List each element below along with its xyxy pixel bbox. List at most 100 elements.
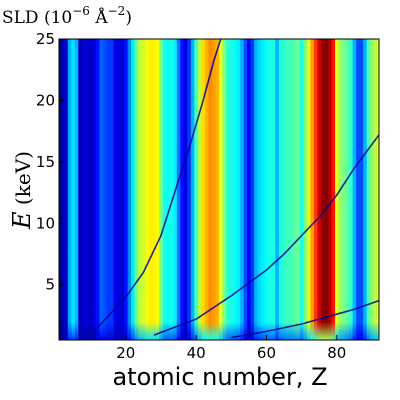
heatmap-column-z35 xyxy=(176,39,181,340)
heatmap-column-z40 xyxy=(194,39,199,340)
heatmap-column-z26 xyxy=(145,39,150,340)
edge-curve-k-edge xyxy=(90,39,222,336)
heatmap-column-z3 xyxy=(64,39,69,340)
heatmap-area xyxy=(59,39,379,340)
heatmap-column-z67 xyxy=(289,39,294,340)
x-axis: 20 40 60 80 xyxy=(116,335,346,362)
heatmap-column-z14 xyxy=(102,39,108,340)
heatmap-column-z88 xyxy=(363,39,368,340)
heatmap-column-z16 xyxy=(109,39,115,340)
heatmap-column-z6 xyxy=(74,39,79,340)
heatmap-column-z8 xyxy=(81,39,86,340)
heatmap-column-z49 xyxy=(226,39,231,340)
heatmap-column-z58 xyxy=(257,39,262,340)
heatmap-column-z83 xyxy=(345,39,350,340)
title-unit: Å xyxy=(89,8,108,28)
heatmap-column-z69 xyxy=(296,39,301,340)
heatmap-column-z36 xyxy=(180,39,185,340)
heatmap-column-z90 xyxy=(370,39,375,340)
y-tick-label: 5 xyxy=(45,276,55,294)
heatmap-column-z54 xyxy=(243,39,248,340)
x-tick-label: 20 xyxy=(116,344,135,362)
heatmap-column-z5 xyxy=(71,39,76,340)
heatmap-column-z55 xyxy=(247,39,252,340)
heatmap-column-z50 xyxy=(229,39,234,340)
heatmap-column-z71 xyxy=(303,39,308,340)
heatmap-column-z27 xyxy=(148,39,153,340)
heatmap-column-z62 xyxy=(271,39,276,340)
heatmap-column-z86 xyxy=(356,39,361,340)
x-tick-label: 60 xyxy=(257,344,276,362)
heatmap-column-z10 xyxy=(88,39,94,340)
heatmap-column-z57 xyxy=(254,39,259,340)
heatmap-column-z52 xyxy=(236,39,241,340)
heatmap-column-z61 xyxy=(268,39,273,340)
heatmap-column-z77 xyxy=(324,39,329,340)
edge-curve-l3-edge xyxy=(153,134,379,336)
y-axis: 5 10 15 20 25 xyxy=(36,30,64,294)
heatmap-column-z38 xyxy=(187,39,192,340)
heatmap-column-z28 xyxy=(152,39,157,340)
heatmap-column-z73 xyxy=(310,39,315,340)
edge-curve-m-edge xyxy=(231,299,379,339)
heatmap-column-z31 xyxy=(162,39,167,340)
heatmap-column-z72 xyxy=(306,39,312,340)
heatmap-column-z42 xyxy=(201,39,206,340)
heatmap-column-z2 xyxy=(60,39,65,340)
heatmap-column-z75 xyxy=(317,39,322,340)
heatmap-column-z43 xyxy=(204,39,210,340)
heatmap-column-z63 xyxy=(275,39,280,340)
heatmap-column-z82 xyxy=(342,39,347,340)
y-tick-label: 25 xyxy=(36,30,55,48)
heatmap-column-z66 xyxy=(285,39,290,340)
y-axis-unit: (keV) xyxy=(11,151,35,211)
title-unit-exponent: −2 xyxy=(107,4,126,18)
heatmap-column-z30 xyxy=(159,39,164,340)
x-axis-title: atomic number, Z xyxy=(112,363,327,391)
title-prefix: SLD (10 xyxy=(2,8,73,28)
heatmap-column-z80 xyxy=(335,39,340,340)
heatmap-column-z18 xyxy=(117,39,122,340)
heatmap-column-z29 xyxy=(155,39,160,340)
heatmap-column-z68 xyxy=(292,39,297,340)
y-axis-var: E xyxy=(8,211,36,230)
y-tick-label: 10 xyxy=(36,214,55,232)
title-suffix: ) xyxy=(125,8,132,28)
heatmap-column-z22 xyxy=(131,39,136,340)
heatmap-column-z87 xyxy=(359,39,364,340)
y-tick-label: 15 xyxy=(36,153,55,171)
heatmap-column-z44 xyxy=(208,39,213,340)
heatmap-column-z78 xyxy=(328,39,333,340)
plot-frame xyxy=(58,38,380,341)
heatmap-column-z56 xyxy=(250,39,255,340)
title-exponent: −6 xyxy=(72,4,90,18)
heatmap-column-z59 xyxy=(261,39,266,340)
heatmap-column-z53 xyxy=(240,39,245,340)
heatmap-column-z23 xyxy=(134,39,139,340)
x-tick-label: 40 xyxy=(187,344,206,362)
y-axis-title: E (keV) xyxy=(8,151,36,230)
heatmap-column-z46 xyxy=(215,39,220,340)
heatmap-column-z33 xyxy=(169,39,174,340)
absorption-edges xyxy=(90,39,379,339)
chart-title: SLD (10−6 Å−2) xyxy=(2,4,132,28)
heatmap-column-z15 xyxy=(106,39,111,340)
heatmap-column-z74 xyxy=(313,39,319,340)
y-tick-label: 20 xyxy=(36,91,55,109)
heatmap-column-z76 xyxy=(320,39,326,340)
heatmap-column-z84 xyxy=(349,39,354,340)
heatmap-column-z41 xyxy=(197,39,203,340)
heatmap-column-z25 xyxy=(141,39,146,340)
heatmap-column-z4 xyxy=(67,39,72,340)
heatmap-column-z39 xyxy=(190,39,195,340)
heatmap-column-z20 xyxy=(124,39,129,340)
heatmap-column-z13 xyxy=(99,39,104,340)
heatmap-column-z60 xyxy=(264,39,269,340)
heatmap-column-z51 xyxy=(233,39,238,340)
heatmap-column-z65 xyxy=(282,39,287,340)
heatmap-column-z37 xyxy=(183,39,188,340)
heatmap-column-z79 xyxy=(331,39,336,340)
heatmap-column-z12 xyxy=(95,39,101,340)
heatmap-column-z21 xyxy=(127,39,132,340)
heatmap-column-z89 xyxy=(366,39,371,340)
